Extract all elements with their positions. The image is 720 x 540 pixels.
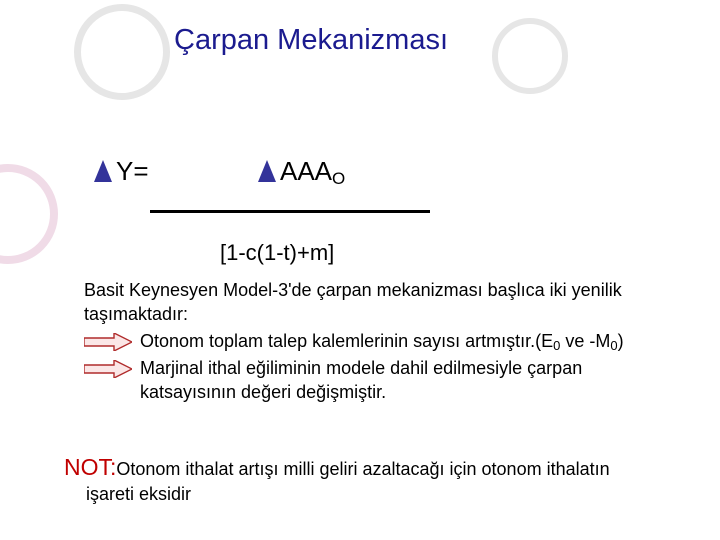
bullet-1-text: Otonom toplam talep kalemlerinin sayısı … (140, 329, 664, 355)
numerator-text: AAA (280, 156, 332, 186)
deco-circle-grey-small (492, 18, 568, 94)
note-text-1: Otonom ithalat artışı milli geliri azalt… (116, 459, 609, 479)
deco-circle-pink (0, 164, 58, 264)
body-block: Basit Keynesyen Model-3'de çarpan mekani… (84, 278, 664, 405)
bullet-2-text: Marjinal ithal eğiliminin modele dahil e… (140, 356, 664, 405)
bullet-row: Otonom toplam talep kalemlerinin sayısı … (84, 329, 664, 355)
arrow-icon (84, 360, 132, 378)
lhs-text: Y= (116, 156, 149, 186)
arrow-icon (84, 333, 132, 351)
formula-lhs: Y= (94, 156, 149, 187)
delta-icon (94, 160, 112, 182)
fraction-line (150, 210, 430, 213)
delta-icon (258, 160, 276, 182)
intro-text: Basit Keynesyen Model-3'de çarpan mekani… (84, 278, 664, 327)
numerator-sub: O (332, 169, 345, 188)
note-line: NOT:Otonom ithalat artışı milli geliri a… (64, 450, 684, 485)
deco-circle-grey-large (74, 4, 170, 100)
slide-title: Çarpan Mekanizması (174, 24, 448, 57)
bullet-row: Marjinal ithal eğiliminin modele dahil e… (84, 356, 664, 405)
formula-denominator: [1-c(1-t)+m] (220, 240, 334, 266)
note-label: NOT: (64, 454, 116, 480)
note-text-2: işareti eksidir (86, 484, 686, 505)
formula-numerator: AAAO (258, 156, 345, 189)
